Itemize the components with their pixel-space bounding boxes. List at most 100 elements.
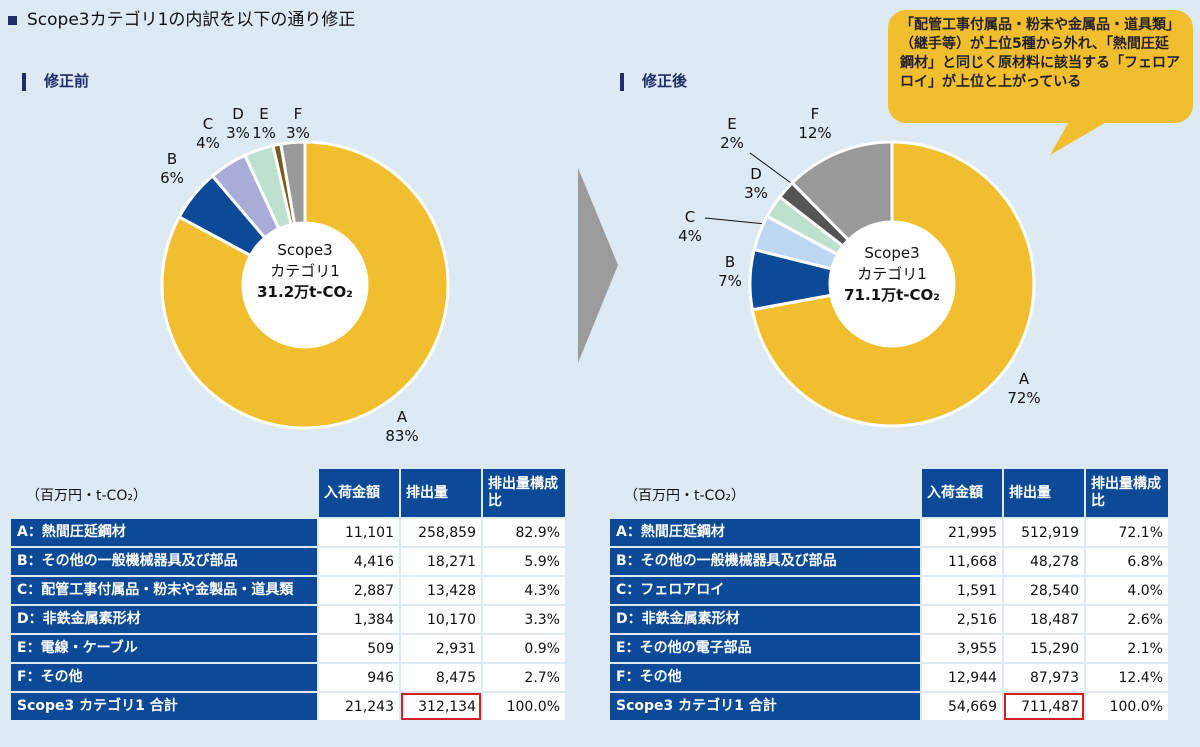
slice-category: C: [684, 208, 696, 226]
slice-category: E: [727, 115, 737, 133]
slice-percent: 4%: [678, 227, 702, 245]
slice-label-d: D 3%: [736, 165, 776, 203]
center-line: Scope3: [277, 241, 333, 259]
pie-slice-a: [750, 140, 1036, 428]
cell-value: 4,416: [317, 546, 401, 577]
table-row: F：その他 946 8,475 2.7%: [9, 662, 567, 693]
section-before: 修正前: [22, 70, 89, 91]
cell-value: 72.1%: [1084, 517, 1170, 548]
pie-center-before: Scope3 カテゴリ1 31.2万t-CO₂: [245, 240, 365, 303]
slice-label-f: F 12%: [795, 105, 835, 143]
slice-label-e: E 1%: [244, 105, 284, 143]
column-header: 排出量: [1002, 467, 1086, 519]
column-header: 排出量構成比: [1084, 467, 1170, 519]
center-total: 31.2万t-CO₂: [257, 283, 353, 301]
table-row: F：その他 12,944 87,973 12.4%: [608, 662, 1170, 693]
table-before: 入荷金額 排出量 排出量構成比 A：熱間圧延鋼材 11,101 258,859 82.9% B…: [9, 467, 567, 722]
cell-value: 18,271: [399, 546, 483, 577]
center-line: カテゴリ1: [270, 262, 340, 280]
table-header-row: 入荷金額 排出量 排出量構成比: [10, 467, 567, 519]
cell-value: 28,540: [1002, 575, 1086, 606]
row-label: A：熱間圧延鋼材: [9, 517, 319, 548]
column-header: 入荷金額: [920, 467, 1004, 519]
slice-category: A: [396, 408, 408, 426]
slice-percent: 72%: [1007, 389, 1041, 407]
cell-value: 2,887: [317, 575, 401, 606]
row-label: F：その他: [9, 662, 319, 693]
cell-value: 2.1%: [1084, 633, 1170, 664]
cell-value: 8,475: [399, 662, 483, 693]
table-row: C：フェロアロイ 1,591 28,540 4.0%: [608, 575, 1170, 606]
cell-value: 12.4%: [1084, 662, 1170, 693]
unit-label: （百万円・t-CO₂）: [624, 488, 745, 504]
callout-tail: [1050, 120, 1110, 155]
slice-category: B: [724, 253, 736, 271]
cell-value: 3,955: [920, 633, 1004, 664]
row-label: F：その他: [608, 662, 922, 693]
row-label: Scope3 カテゴリ1 合計: [9, 691, 319, 722]
slice-percent: 7%: [718, 272, 742, 290]
cell-value: 48,278: [1002, 546, 1086, 577]
cell-value: 5.9%: [481, 546, 567, 577]
row-label: E：その他の電子部品: [608, 633, 922, 664]
cell-value: 18,487: [1002, 604, 1086, 635]
cell-value: 15,290: [1002, 633, 1086, 664]
cell-value: 21,243: [317, 691, 401, 722]
square-bullet-icon: [8, 15, 17, 25]
table-row: D：非鉄金属素形材 2,516 18,487 2.6%: [608, 604, 1170, 635]
slice-label-a: A 83%: [382, 408, 422, 446]
slice-percent: 3%: [286, 124, 310, 142]
slice-category: F: [810, 105, 820, 123]
slice-label-f: F 3%: [278, 105, 318, 143]
slice-label-d: D 3%: [218, 105, 258, 143]
cell-value: 6.8%: [1084, 546, 1170, 577]
row-label: A：熱間圧延鋼材: [608, 517, 922, 548]
table-row: A：熱間圧延鋼材 21,995 512,919 72.1%: [608, 517, 1170, 548]
cell-value: 82.9%: [481, 517, 567, 548]
row-label: D：非鉄金属素形材: [608, 604, 922, 635]
cell-value: 10,170: [399, 604, 483, 635]
slice-percent: 83%: [385, 427, 419, 445]
pie-charts: [160, 140, 1036, 430]
slice-percent: 6%: [160, 169, 184, 187]
section-bar-icon: [22, 72, 26, 91]
unit-label: （百万円・t-CO₂）: [26, 488, 147, 504]
cell-value: 1,384: [317, 604, 401, 635]
row-label: E：電線・ケーブル: [9, 633, 319, 664]
cell-value: 258,859: [399, 517, 483, 548]
slice-percent: 4%: [196, 134, 220, 152]
cell-value: 509: [317, 633, 401, 664]
center-line: Scope3: [864, 244, 920, 262]
slice-category: D: [750, 165, 762, 183]
callout-text: 「配管工事付属品・粉末や金属品・道具類」（継手等）が上位5種から外れ、「熱間圧延…: [900, 17, 1180, 90]
table-row: D：非鉄金属素形材 1,384 10,170 3.3%: [9, 604, 567, 635]
slice-label-c: C 4%: [188, 115, 228, 153]
pie-slice-a: [160, 140, 450, 430]
cell-value: 54,669: [920, 691, 1004, 722]
slice-percent: 1%: [252, 124, 276, 142]
cell-value: 2.6%: [1084, 604, 1170, 635]
title-text: Scope3カテゴリ1の内訳を以下の通り修正: [27, 10, 356, 30]
slice-label-b: B 7%: [710, 253, 750, 291]
cell-value: 312,134: [399, 691, 483, 722]
slice-label-a: A 72%: [1004, 370, 1044, 408]
section-bar-icon: [620, 72, 624, 91]
table-row: C：配管工事付属品・粉末や金製品・道具類 2,887 13,428 4.3%: [9, 575, 567, 606]
table-row: A：熱間圧延鋼材 11,101 258,859 82.9%: [9, 517, 567, 548]
table-header-row: 入荷金額 排出量 排出量構成比: [609, 467, 1170, 519]
pie-hole: [244, 224, 366, 346]
pie-slice-f: [790, 140, 894, 243]
center-line: カテゴリ1: [857, 265, 927, 283]
page-title: Scope3カテゴリ1の内訳を以下の通り修正: [8, 5, 355, 30]
cell-value: 13,428: [399, 575, 483, 606]
table-row: E：電線・ケーブル 509 2,931 0.9%: [9, 633, 567, 664]
slice-percent: 12%: [798, 124, 832, 142]
slice-label-c: C 4%: [670, 208, 710, 246]
cell-value: 0.9%: [481, 633, 567, 664]
row-label: B：その他の一般機械器具及び部品: [608, 546, 922, 577]
cell-value: 3.3%: [481, 604, 567, 635]
cell-value: 4.0%: [1084, 575, 1170, 606]
slice-category: A: [1018, 370, 1030, 388]
slice-label-b: B 6%: [152, 150, 192, 188]
center-total: 71.1万t-CO₂: [844, 286, 940, 304]
